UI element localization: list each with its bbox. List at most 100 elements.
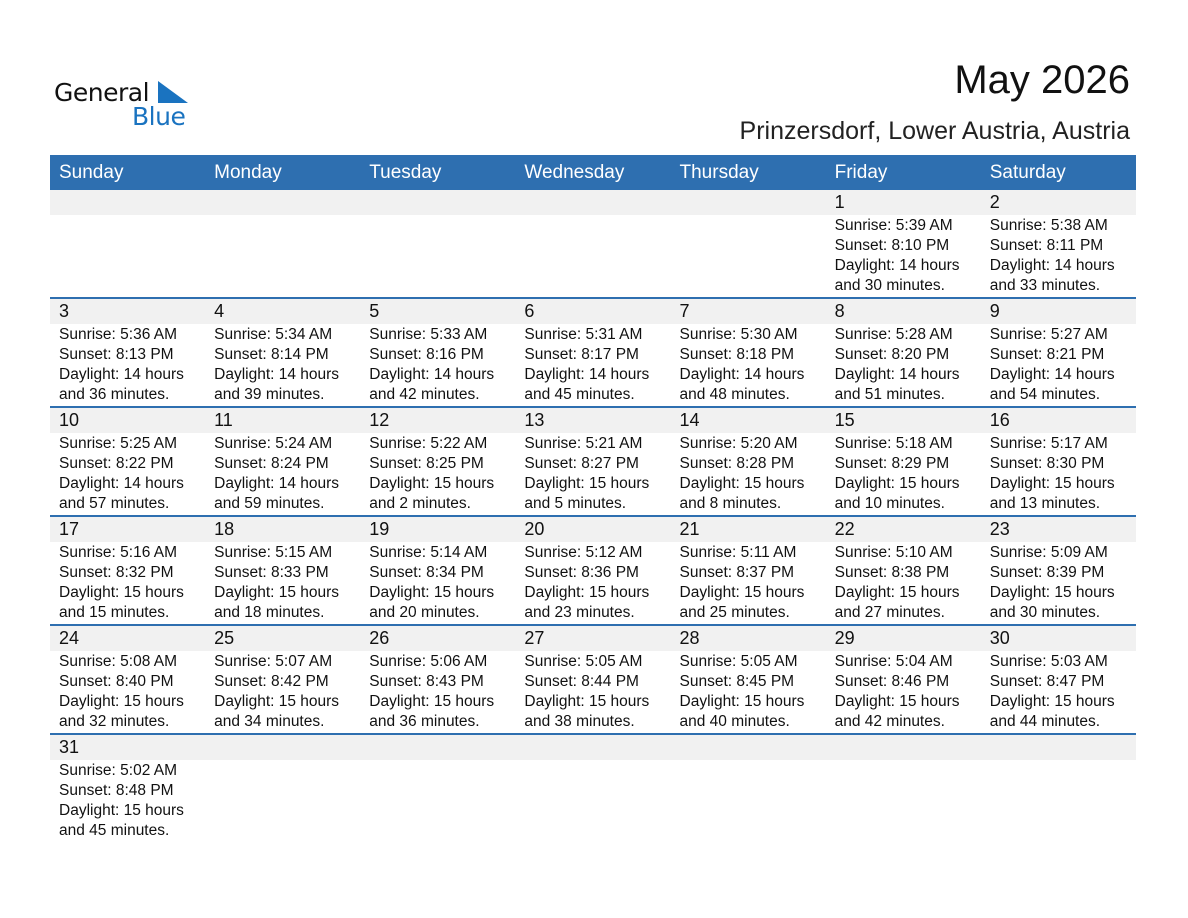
sunset-time: Sunset: 8:17 PM [524,346,639,363]
day-cell: 29 Sunrise: 5:04 AM Sunset: 8:46 PM Dayligh… [826,626,981,733]
sunrise-time: Sunrise: 5:10 AM [834,544,953,561]
daylight-hours: Daylight: 15 hours [989,584,1115,601]
daylight-hours: Daylight: 15 hours [524,584,650,601]
week-row: 17 Sunrise: 5:16 AM Sunset: 8:32 PM Dayligh… [50,517,1136,626]
day-cell: 1 Sunrise: 5:39 AM Sunset: 8:10 PM Daylight… [826,190,981,297]
daylight-hours: Daylight: 15 hours [679,693,805,710]
day-number: 22 [834,519,855,539]
empty-cell [360,190,515,297]
sunset-time: Sunset: 8:34 PM [369,564,484,581]
daylight-minutes: and 36 minutes. [369,713,480,730]
day-cell: 8 Sunrise: 5:28 AM Sunset: 8:20 PM Daylight… [826,299,981,406]
sunrise-time: Sunrise: 5:18 AM [834,435,953,452]
sunset-time: Sunset: 8:44 PM [524,673,639,690]
empty-cell [671,190,826,297]
day-number: 20 [524,519,545,539]
day-cell: 25 Sunrise: 5:07 AM Sunset: 8:42 PM Dayligh… [205,626,360,733]
day-number: 25 [214,628,235,648]
daylight-hours: Daylight: 15 hours [214,693,340,710]
location-subtitle: Prinzersdorf, Lower Austria, Austria [739,117,1130,145]
sunrise-time: Sunrise: 5:39 AM [834,217,953,234]
day-number: 31 [59,737,80,757]
daylight-hours: Daylight: 14 hours [524,366,650,383]
sunrise-time: Sunrise: 5:11 AM [679,544,797,561]
sunrise-time: Sunrise: 5:08 AM [59,653,178,670]
week-row: 10 Sunrise: 5:25 AM Sunset: 8:22 PM Dayligh… [50,408,1136,517]
day-cell: 18 Sunrise: 5:15 AM Sunset: 8:33 PM Dayligh… [205,517,360,624]
daylight-minutes: and 2 minutes. [369,495,471,512]
daylight-hours: Daylight: 15 hours [834,475,960,492]
day-number: 19 [369,519,390,539]
daylight-minutes: and 45 minutes. [59,822,170,839]
daylight-hours: Daylight: 15 hours [524,693,650,710]
sunset-time: Sunset: 8:14 PM [214,346,329,363]
sunset-time: Sunset: 8:16 PM [369,346,484,363]
sunrise-time: Sunrise: 5:36 AM [59,326,178,343]
day-cell: 11 Sunrise: 5:24 AM Sunset: 8:24 PM Dayligh… [205,408,360,515]
sunset-time: Sunset: 8:48 PM [59,782,174,799]
daylight-hours: Daylight: 14 hours [989,366,1115,383]
day-number: 15 [834,410,855,430]
empty-cell [671,735,826,845]
day-cell: 2 Sunrise: 5:38 AM Sunset: 8:11 PM Daylight… [981,190,1136,297]
day-number: 2 [989,192,1000,212]
sunrise-time: Sunrise: 5:12 AM [524,544,643,561]
day-number: 14 [679,410,700,430]
logo-word-blue: Blue [132,102,186,131]
sunrise-time: Sunrise: 5:09 AM [989,544,1108,561]
sunrise-time: Sunrise: 5:25 AM [59,435,178,452]
sunset-time: Sunset: 8:38 PM [834,564,950,581]
sunset-time: Sunset: 8:37 PM [679,564,795,581]
daylight-minutes: and 34 minutes. [214,713,325,730]
week-row: 31 Sunrise: 5:02 AM Sunset: 8:48 PM Dayligh… [50,735,1136,845]
daylight-hours: Daylight: 15 hours [679,475,805,492]
empty-cell [515,190,670,297]
sunset-time: Sunset: 8:39 PM [989,564,1105,581]
day-number: 4 [214,301,225,321]
day-cell: 16 Sunrise: 5:17 AM Sunset: 8:30 PM Dayligh… [981,408,1136,515]
sunrise-time: Sunrise: 5:17 AM [989,435,1108,452]
daylight-hours: Daylight: 14 hours [834,366,960,383]
day-cell: 10 Sunrise: 5:25 AM Sunset: 8:22 PM Dayligh… [50,408,205,515]
sunrise-time: Sunrise: 5:30 AM [679,326,798,343]
empty-cell [981,735,1136,845]
day-cell: 23 Sunrise: 5:09 AM Sunset: 8:39 PM Dayligh… [981,517,1136,624]
day-cell: 14 Sunrise: 5:20 AM Sunset: 8:28 PM Dayligh… [671,408,826,515]
daylight-hours: Daylight: 14 hours [214,366,340,383]
sunrise-time: Sunrise: 5:34 AM [214,326,333,343]
weekday-friday: Friday [834,162,888,183]
sunset-time: Sunset: 8:33 PM [214,564,329,581]
sunrise-time: Sunrise: 5:03 AM [989,653,1108,670]
day-number: 21 [679,519,700,539]
sunset-time: Sunset: 8:18 PM [679,346,795,363]
sunrise-time: Sunrise: 5:16 AM [59,544,178,561]
daylight-minutes: and 30 minutes. [989,604,1101,621]
daylight-minutes: and 59 minutes. [214,495,325,512]
day-cell: 22 Sunrise: 5:10 AM Sunset: 8:38 PM Dayligh… [826,517,981,624]
day-number: 16 [989,410,1010,430]
day-number: 12 [369,410,390,430]
empty-cell [205,190,360,297]
weekday-thursday: Thursday [679,162,759,183]
sunset-time: Sunset: 8:30 PM [989,455,1105,472]
daylight-minutes: and 54 minutes. [989,386,1101,403]
empty-cell [826,735,981,845]
daylight-minutes: and 33 minutes. [989,277,1101,294]
sunset-time: Sunset: 8:46 PM [834,673,950,690]
day-number: 9 [989,301,1000,321]
sunset-time: Sunset: 8:24 PM [214,455,329,472]
day-cell: 20 Sunrise: 5:12 AM Sunset: 8:36 PM Dayligh… [515,517,670,624]
day-cell: 27 Sunrise: 5:05 AM Sunset: 8:44 PM Dayligh… [515,626,670,733]
daylight-minutes: and 39 minutes. [214,386,325,403]
daylight-minutes: and 40 minutes. [679,713,790,730]
day-cell: 7 Sunrise: 5:30 AM Sunset: 8:18 PM Daylight… [671,299,826,406]
daylight-hours: Daylight: 15 hours [989,475,1115,492]
day-number: 7 [679,301,690,321]
day-number: 13 [524,410,545,430]
day-number: 10 [59,410,80,430]
day-number: 1 [834,192,845,212]
daylight-hours: Daylight: 15 hours [59,802,184,819]
weekday-tuesday: Tuesday [369,162,442,183]
daylight-minutes: and 13 minutes. [989,495,1101,512]
empty-cell [515,735,670,845]
